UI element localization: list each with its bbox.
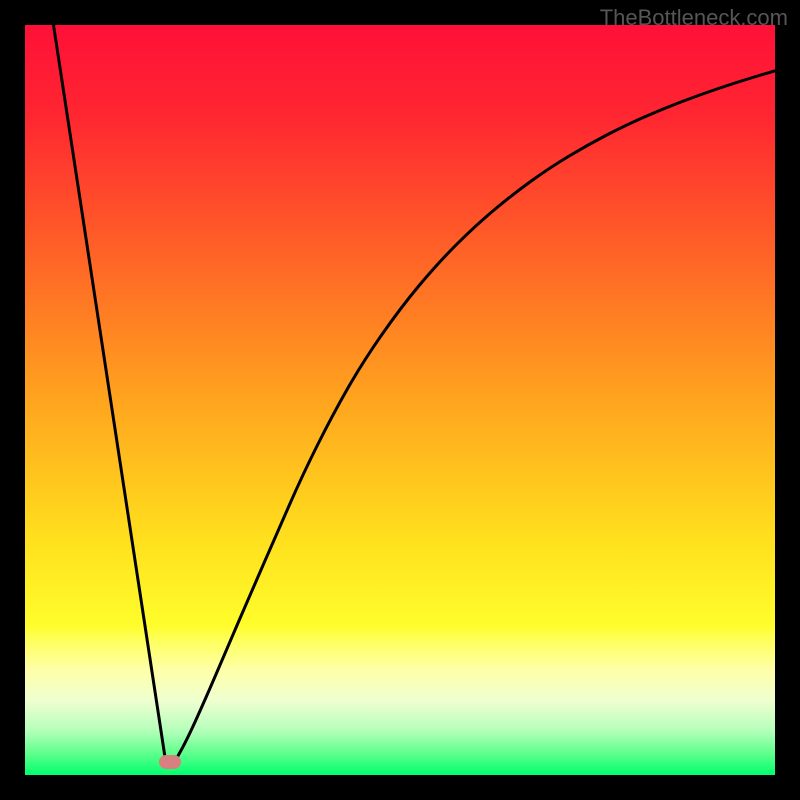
chart-container: TheBottleneck.com: [0, 0, 800, 800]
chart-svg: [25, 25, 775, 775]
valley-marker: [159, 755, 181, 769]
plot-area: [25, 25, 775, 775]
gradient-background: [25, 25, 775, 775]
watermark-text: TheBottleneck.com: [600, 5, 788, 31]
